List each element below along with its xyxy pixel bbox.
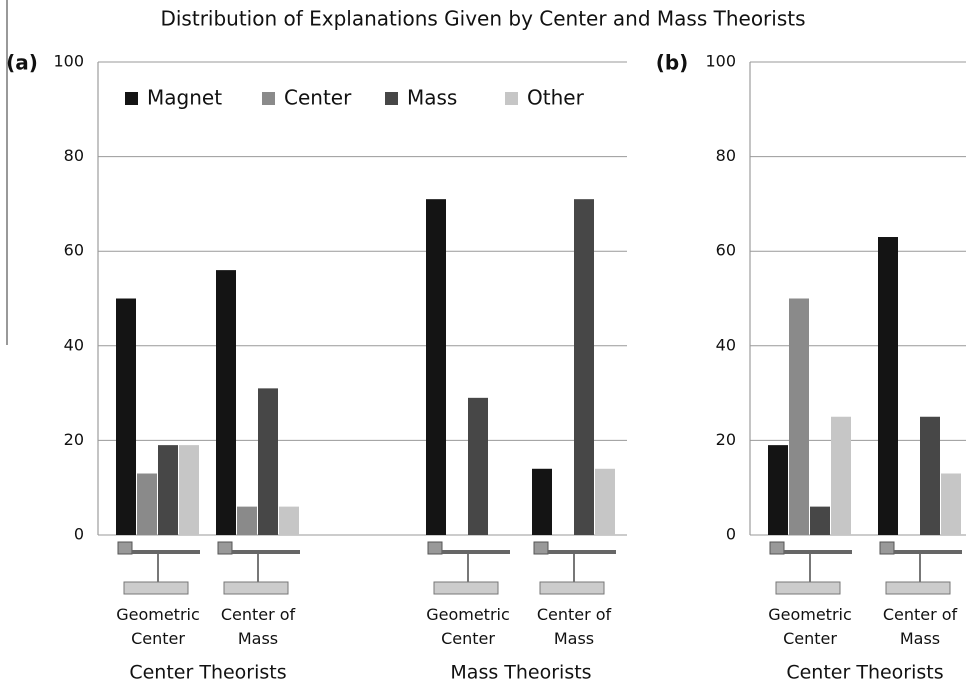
bar	[116, 299, 136, 536]
bar	[768, 445, 788, 535]
y-tick-label: 40	[716, 335, 736, 354]
y-tick-label: 80	[64, 146, 84, 165]
y-tick-label: 100	[53, 52, 84, 71]
bar	[279, 507, 299, 535]
x-tick-label: Center of Mass	[203, 603, 313, 651]
bar	[158, 445, 178, 535]
x-tick-label: Geometric Center	[755, 603, 865, 651]
legend-swatch	[505, 92, 518, 105]
legend-swatch	[262, 92, 275, 105]
x-tick-label: Center of Mass	[865, 603, 966, 651]
x-tick-label: Geometric Center	[103, 603, 213, 651]
scale-icon	[428, 542, 442, 554]
bar	[532, 469, 552, 535]
bar	[137, 474, 157, 535]
y-tick-label: 60	[64, 241, 84, 260]
scale-icon	[434, 582, 498, 594]
bar	[179, 445, 199, 535]
x-tick-label: Center of Mass	[519, 603, 629, 651]
scale-icon	[442, 550, 510, 554]
legend-label: Other	[527, 86, 585, 110]
scale-icon	[124, 582, 188, 594]
y-tick-label: 80	[716, 146, 736, 165]
y-tick-label: 20	[716, 430, 736, 449]
bar	[468, 398, 488, 535]
bar	[831, 417, 851, 535]
scale-icon	[894, 550, 962, 554]
legend-swatch	[125, 92, 138, 105]
scale-icon	[886, 582, 950, 594]
figure: Distribution of Explanations Given by Ce…	[0, 0, 966, 687]
group-label: Mass Theorists	[450, 662, 591, 684]
scale-icon	[776, 582, 840, 594]
bar	[237, 507, 257, 535]
legend-label: Mass	[407, 86, 457, 110]
scale-icon	[540, 582, 604, 594]
scale-icon	[548, 550, 616, 554]
scale-icon	[232, 550, 300, 554]
panel-label: (a)	[6, 51, 38, 75]
bar	[920, 417, 940, 535]
y-tick-label: 40	[64, 335, 84, 354]
x-tick-label: Geometric Center	[413, 603, 523, 651]
y-tick-label: 100	[705, 52, 736, 71]
scale-icon	[224, 582, 288, 594]
bar	[216, 270, 236, 535]
panel-label: (b)	[656, 51, 689, 75]
y-tick-label: 0	[74, 525, 84, 544]
scale-icon	[784, 550, 852, 554]
y-tick-label: 60	[716, 241, 736, 260]
group-label: Center Theorists	[786, 662, 943, 684]
scale-icon	[770, 542, 784, 554]
bar	[878, 237, 898, 535]
chart: Distribution of Explanations Given by Ce…	[0, 0, 966, 687]
legend-label: Magnet	[147, 86, 222, 110]
bar	[595, 469, 615, 535]
bar	[574, 199, 594, 535]
y-tick-label: 0	[726, 525, 736, 544]
scale-icon	[218, 542, 232, 554]
bar	[426, 199, 446, 535]
chart-title: Distribution of Explanations Given by Ce…	[160, 7, 805, 31]
legend-swatch	[385, 92, 398, 105]
scale-icon	[534, 542, 548, 554]
bar	[258, 388, 278, 535]
bar	[789, 299, 809, 536]
legend-label: Center	[284, 86, 352, 110]
scale-icon	[132, 550, 200, 554]
bar	[810, 507, 830, 535]
group-label: Center Theorists	[129, 662, 286, 684]
scale-icon	[118, 542, 132, 554]
bar	[941, 474, 961, 535]
scale-icon	[880, 542, 894, 554]
y-tick-label: 20	[64, 430, 84, 449]
